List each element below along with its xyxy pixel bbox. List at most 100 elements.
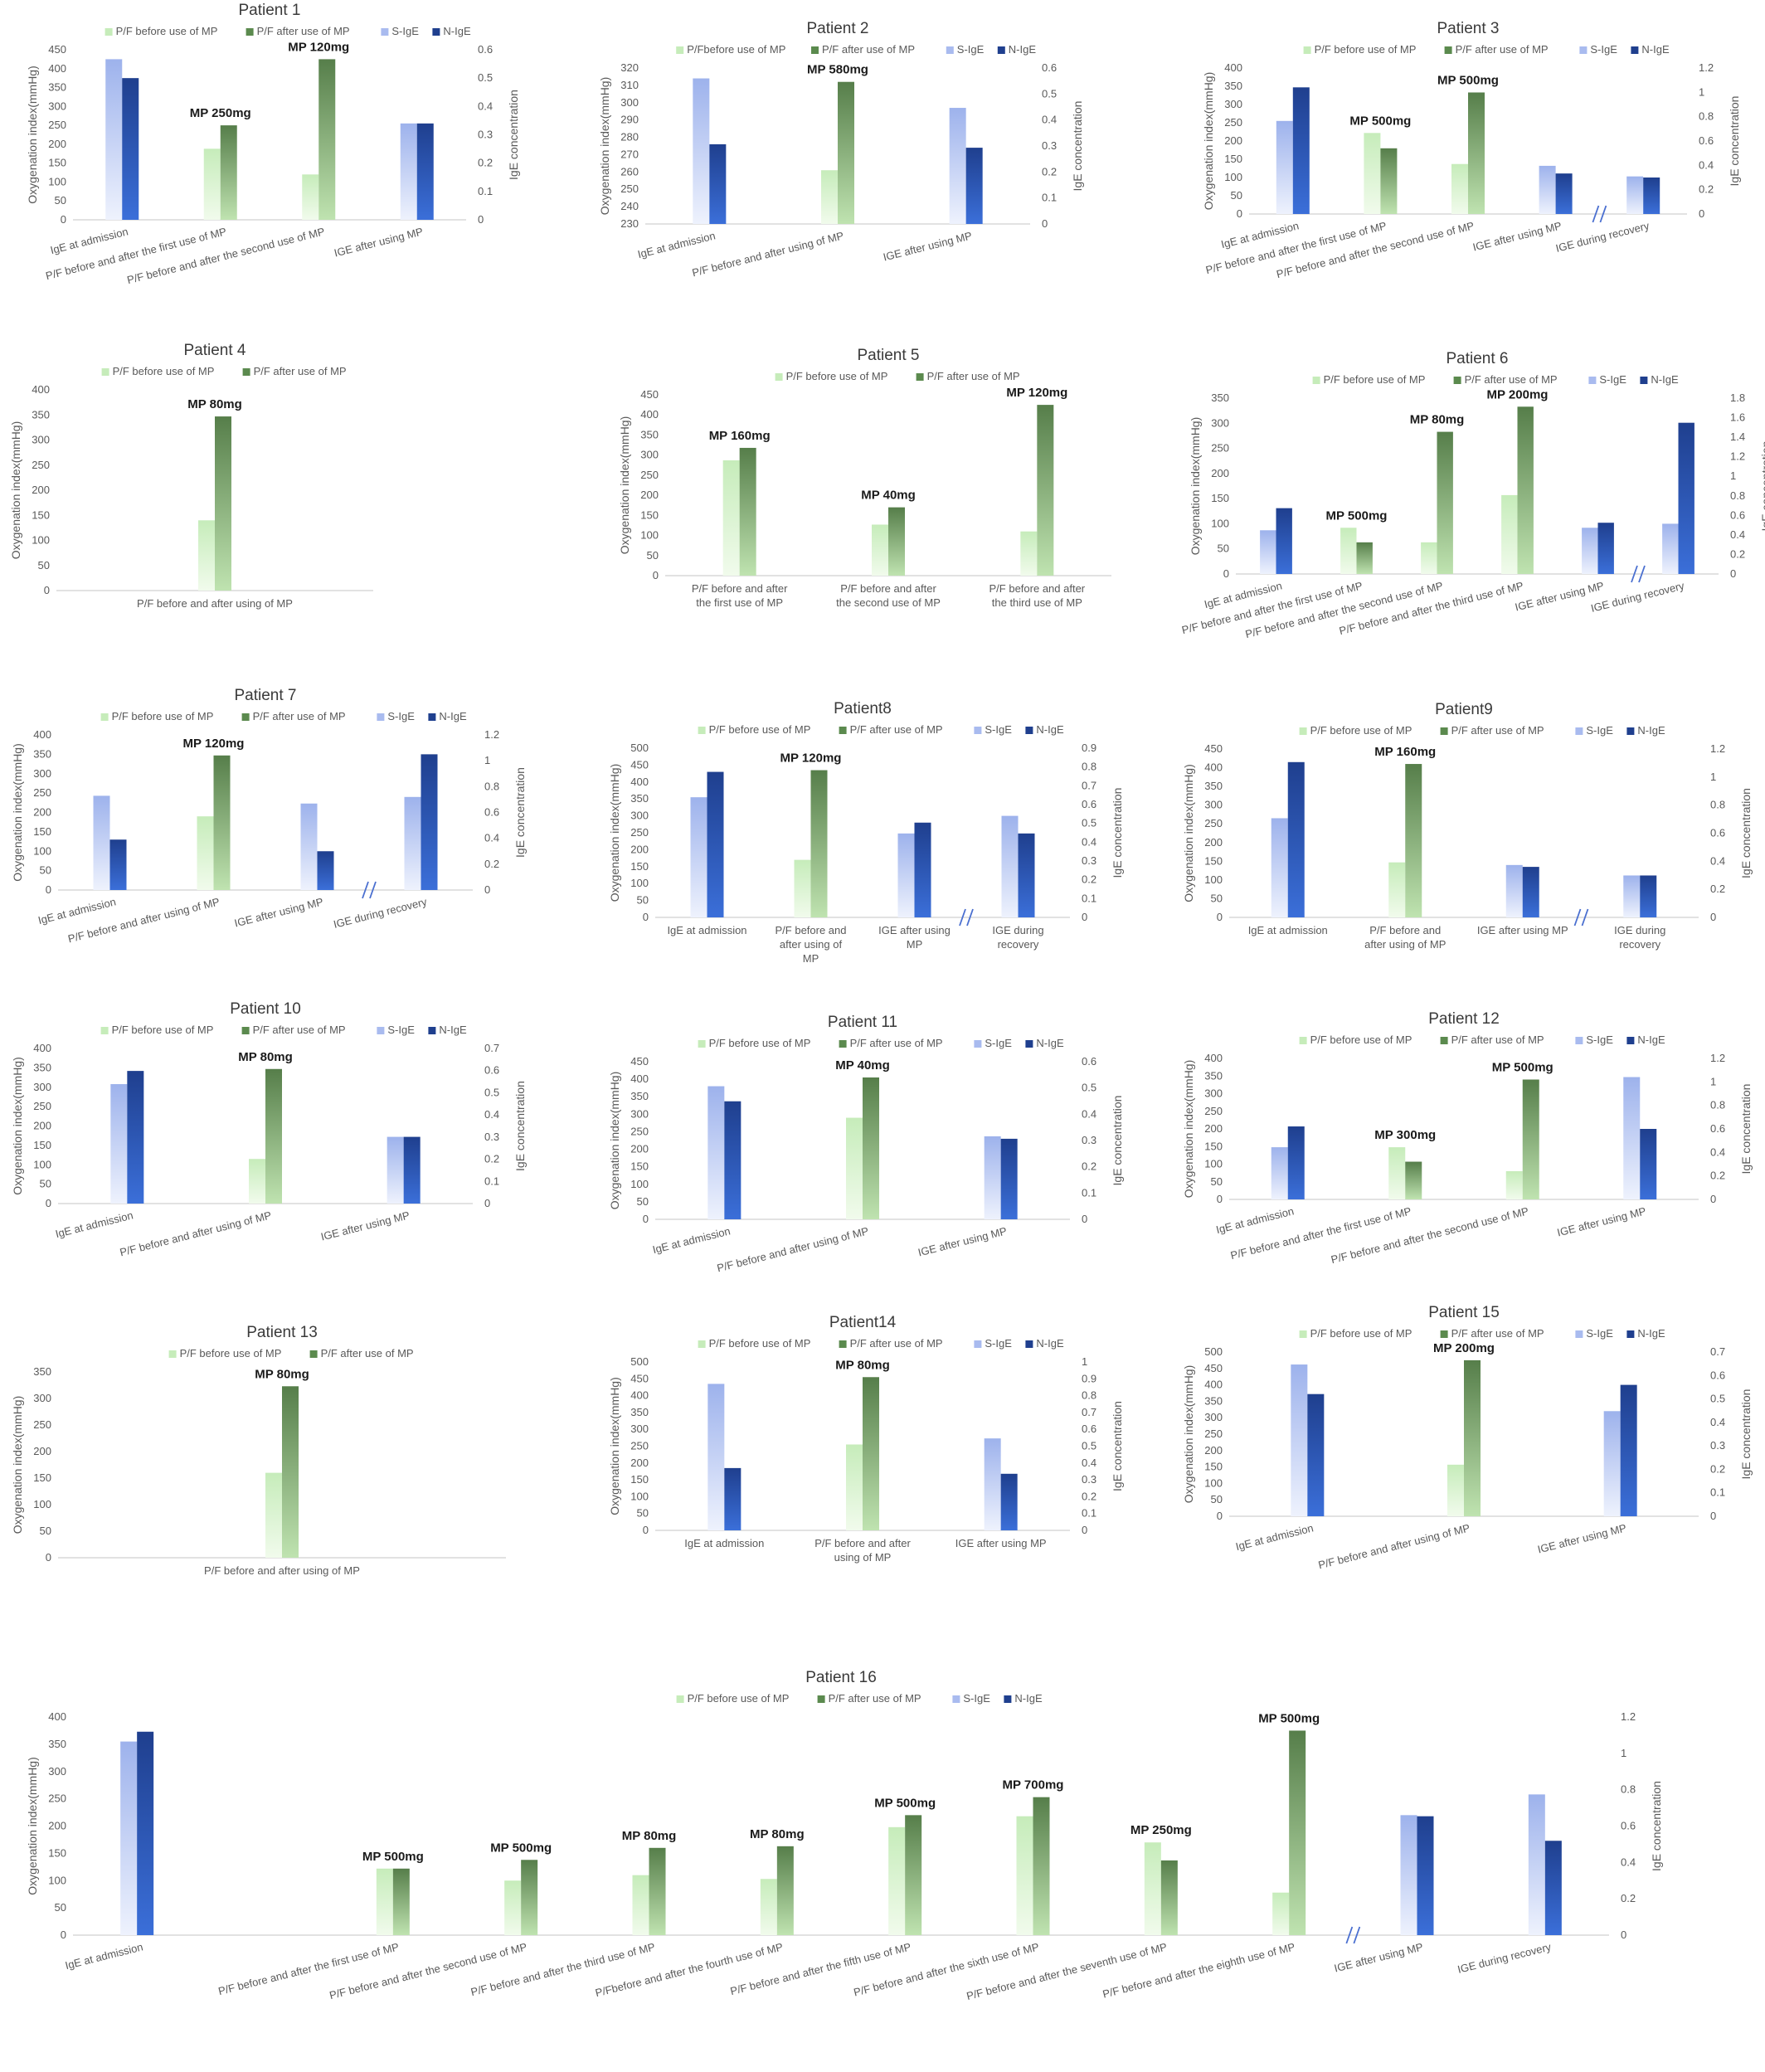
legend-label: P/F before use of MP <box>113 365 215 377</box>
y2-tick-label: 0.5 <box>1710 1393 1725 1405</box>
legend-label: P/F before use of MP <box>180 1347 282 1359</box>
y2-tick-label: 0.1 <box>1082 892 1096 904</box>
legend-swatch-pf_before <box>105 28 113 36</box>
y-tick-label: 350 <box>48 1738 66 1750</box>
bar-pf_before <box>632 1875 649 1935</box>
y-tick-label: 0 <box>643 1524 649 1536</box>
dose-annotation: MP 500mg <box>490 1841 552 1855</box>
legend-label: P/F after use of MP <box>253 710 346 722</box>
y-tick-label: 0 <box>46 883 51 896</box>
y2-tick-label: 0.6 <box>484 1064 499 1077</box>
y-axis-title: Oxygenation index(mmHg) <box>1189 417 1202 556</box>
y2-tick-label: 1 <box>1621 1747 1626 1759</box>
x-tick-label: IgE at admission <box>667 924 746 936</box>
y-tick-label: 400 <box>630 776 649 788</box>
y-tick-label: 300 <box>1224 98 1242 110</box>
y2-tick-label: 0 <box>1621 1929 1626 1941</box>
y-tick-label: 250 <box>640 469 659 481</box>
legend-swatch-pf_after <box>246 28 254 36</box>
axis-break-marker <box>1631 565 1646 583</box>
y-tick-label: 200 <box>630 1457 649 1469</box>
bar-n_ige <box>1000 1473 1018 1530</box>
x-tick-label: IgE at admission <box>36 895 117 927</box>
y-tick-label: 150 <box>640 508 659 521</box>
legend-swatch-pf_after <box>242 368 250 376</box>
y2-tick-label: 0.4 <box>1082 835 1096 848</box>
y-tick-label: 0 <box>643 911 649 923</box>
y-tick-label: 250 <box>33 1100 51 1112</box>
dose-annotation: MP 200mg <box>1487 387 1549 401</box>
y-axis-title: Oxygenation index(mmHg) <box>26 66 39 204</box>
y-tick-label: 300 <box>1204 1411 1223 1423</box>
legend-label: P/F after use of MP <box>1451 724 1544 737</box>
bar-pf_before <box>1388 1147 1406 1199</box>
y-tick-label: 150 <box>630 1160 649 1173</box>
bar-pf_after <box>1033 1797 1050 1935</box>
dose-annotation: MP 120mg <box>183 737 245 751</box>
y2-tick-label: 1.2 <box>1621 1710 1636 1723</box>
legend-label: P/F before use of MP <box>112 710 214 722</box>
y-tick-label: 50 <box>637 1507 649 1520</box>
bar-pf_before <box>1447 1464 1464 1516</box>
y2-tick-label: 0 <box>1710 1193 1716 1205</box>
y2-tick-label: 0.6 <box>1730 508 1745 521</box>
y2-tick-label: 0.4 <box>484 832 499 844</box>
legend-swatch-n_ige <box>428 1027 436 1034</box>
legend-swatch-pf_before <box>698 727 706 734</box>
legend-label: S-IgE <box>985 1337 1012 1350</box>
y-tick-label: 350 <box>32 408 50 421</box>
legend-swatch-pf_after <box>241 713 250 721</box>
bar-pf_after <box>265 1068 282 1204</box>
y-tick-label: 250 <box>1211 442 1229 455</box>
legend-swatch-pf_before <box>1299 727 1307 735</box>
y-axis-title: Oxygenation index(mmHg) <box>11 1057 24 1195</box>
bar-pf_before <box>794 859 811 917</box>
bar-pf_after <box>810 770 828 917</box>
bar-s_ige <box>1623 1077 1641 1199</box>
y2-tick-label: 0.8 <box>1699 110 1714 123</box>
y2-tick-label: 0.5 <box>1042 87 1057 100</box>
y2-tick-label: 0.6 <box>478 43 493 56</box>
legend-label: P/F after use of MP <box>321 1347 414 1359</box>
bar-n_ige <box>1417 1816 1434 1935</box>
y-tick-label: 350 <box>48 81 66 94</box>
bar-pf_before <box>1016 1816 1033 1935</box>
dose-annotation: MP 500mg <box>874 1796 936 1810</box>
x-tick-label: IgE at admission <box>1248 924 1328 936</box>
bar-pf_before <box>1505 1171 1523 1199</box>
axis-break-marker <box>959 908 974 927</box>
y-tick-label: 100 <box>630 877 649 889</box>
bar-n_ige <box>1307 1393 1325 1516</box>
bar-s_ige <box>1271 1147 1288 1199</box>
y-tick-label: 150 <box>630 860 649 873</box>
y-tick-label: 300 <box>33 1081 51 1093</box>
bar-s_ige <box>1271 818 1288 917</box>
legend-label: P/F before use of MP <box>112 1024 214 1036</box>
chart-title: Patient 11 <box>828 1014 897 1031</box>
y-tick-label: 400 <box>48 1710 66 1723</box>
chart-patient-6: Patient 6 P/F before use of MP P/F after u… <box>1180 350 1765 640</box>
y-tick-label: 500 <box>1204 1345 1223 1358</box>
chart-patient-7: Patient 7 P/F before use of MP P/F after u… <box>11 687 527 945</box>
bar-pf_after <box>1464 1359 1481 1516</box>
y-tick-label: 300 <box>48 1765 66 1778</box>
x-tick-label: IGE during recovery <box>1456 1940 1553 1976</box>
legend-swatch-s_ige <box>1579 46 1588 54</box>
y-tick-label: 350 <box>33 747 51 760</box>
chart-title: Patient9 <box>1435 701 1493 718</box>
dose-annotation: MP 80mg <box>255 1367 309 1381</box>
y2-tick-label: 0.1 <box>478 185 493 197</box>
y-tick-label: 150 <box>1204 1140 1223 1152</box>
y-tick-label: 290 <box>620 114 639 126</box>
x-tick-label: IGE during recovery <box>1554 219 1651 255</box>
bar-s_ige <box>693 78 710 225</box>
dose-annotation: MP 40mg <box>835 1058 890 1072</box>
y-tick-label: 50 <box>1211 892 1223 904</box>
x-tick-label: P/F before and after using of MP <box>204 1564 360 1577</box>
y-tick-label: 50 <box>637 894 649 907</box>
y2-tick-label: 0.4 <box>1710 854 1725 867</box>
x-tick-label: IGE after using MP <box>917 1224 1008 1258</box>
chart-title: Patient 12 <box>1428 1010 1500 1028</box>
legend-label: P/F after use of MP <box>254 365 347 377</box>
legend-swatch-n_ige <box>1025 1040 1033 1048</box>
